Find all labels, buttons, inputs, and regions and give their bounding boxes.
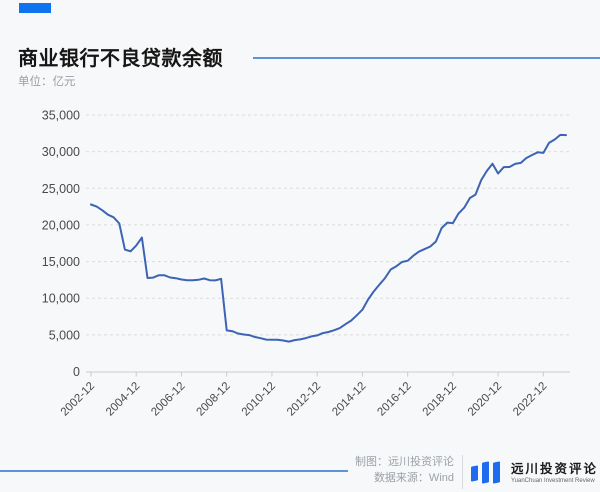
y-axis-tick-label: 10,000 xyxy=(42,292,80,306)
unit-label: 单位：亿元 xyxy=(18,76,76,88)
brand-logo: 远川投资评论 YuanChuan Investment Review xyxy=(471,458,598,484)
x-axis-tick-label: 2022-12 xyxy=(511,380,549,418)
y-axis-tick-label: 20,000 xyxy=(42,218,80,232)
x-axis-tick-label: 2020-12 xyxy=(466,380,504,418)
x-axis-tick-label: 2018-12 xyxy=(421,380,459,418)
npl-balance-series xyxy=(90,133,567,343)
y-axis-tick-label: 25,000 xyxy=(42,182,80,196)
chart-title: 商业银行不良贷款余额 xyxy=(18,48,223,70)
footer-divider xyxy=(462,455,463,489)
x-axis-tick-label: 2014-12 xyxy=(330,380,368,418)
logo-name-cn: 远川投资评论 xyxy=(511,462,599,476)
logo-bars-icon xyxy=(471,458,504,484)
y-axis-tick-label: 30,000 xyxy=(42,145,80,159)
x-axis-tick-label: 2012-12 xyxy=(285,380,323,418)
credit-author: 制图：远川投资评论 xyxy=(355,456,454,468)
x-axis-tick-label: 2002-12 xyxy=(59,380,97,418)
y-axis-tick-label: 15,000 xyxy=(42,255,80,269)
credits-block: 制图：远川投资评论 数据来源：Wind xyxy=(355,454,454,486)
x-axis-tick-label: 2010-12 xyxy=(240,380,278,418)
y-axis-tick-label: 0 xyxy=(73,365,80,379)
title-rule-line xyxy=(253,57,600,59)
x-axis-tick-label: 2004-12 xyxy=(104,380,142,418)
y-axis-tick-label: 5,000 xyxy=(49,328,80,342)
x-axis-tick-label: 2008-12 xyxy=(194,380,232,418)
x-axis-tick-label: 2016-12 xyxy=(375,380,413,418)
x-axis-tick-label: 2006-12 xyxy=(149,380,187,418)
logo-name-en: YuanChuan Investment Review xyxy=(511,478,595,484)
brand-badge xyxy=(19,3,51,13)
credit-source: 数据来源：Wind xyxy=(373,472,454,484)
logo-text: 远川投资评论 YuanChuan Investment Review xyxy=(511,458,598,484)
footer-rule-line xyxy=(0,470,348,472)
y-axis-tick-label: 35,000 xyxy=(42,109,80,123)
